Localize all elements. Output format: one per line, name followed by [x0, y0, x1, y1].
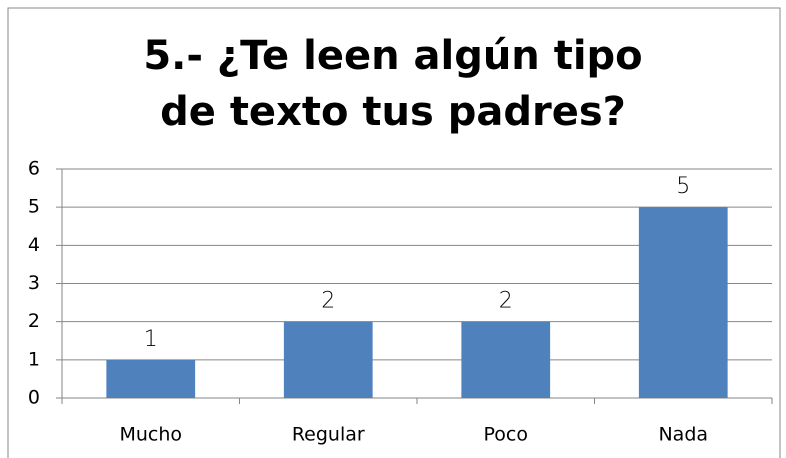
x-tick-label: Nada: [658, 424, 708, 446]
y-tick-label: 1: [28, 348, 40, 370]
y-tick-label: 4: [28, 234, 40, 256]
value-label: 2: [499, 289, 513, 314]
bar: [461, 321, 551, 398]
value-label: 2: [321, 289, 335, 314]
y-tick-label: 6: [28, 158, 40, 180]
chart-frame: [7, 7, 781, 458]
x-tick-label: Mucho: [119, 424, 182, 446]
bar: [106, 359, 196, 398]
y-tick-label: 2: [28, 310, 40, 332]
y-tick-label: 0: [28, 387, 40, 409]
bar: [638, 207, 728, 398]
x-tick-label: Poco: [484, 424, 528, 446]
y-tick-label: 5: [28, 196, 40, 218]
y-tick-label: 3: [28, 272, 40, 294]
value-label: 5: [676, 174, 690, 199]
chart-title: 5.- ¿Te leen algún tipo de texto tus pad…: [143, 33, 643, 135]
bar: [283, 321, 373, 398]
x-tick-label: Regular: [292, 424, 365, 446]
value-label: 1: [144, 327, 158, 352]
